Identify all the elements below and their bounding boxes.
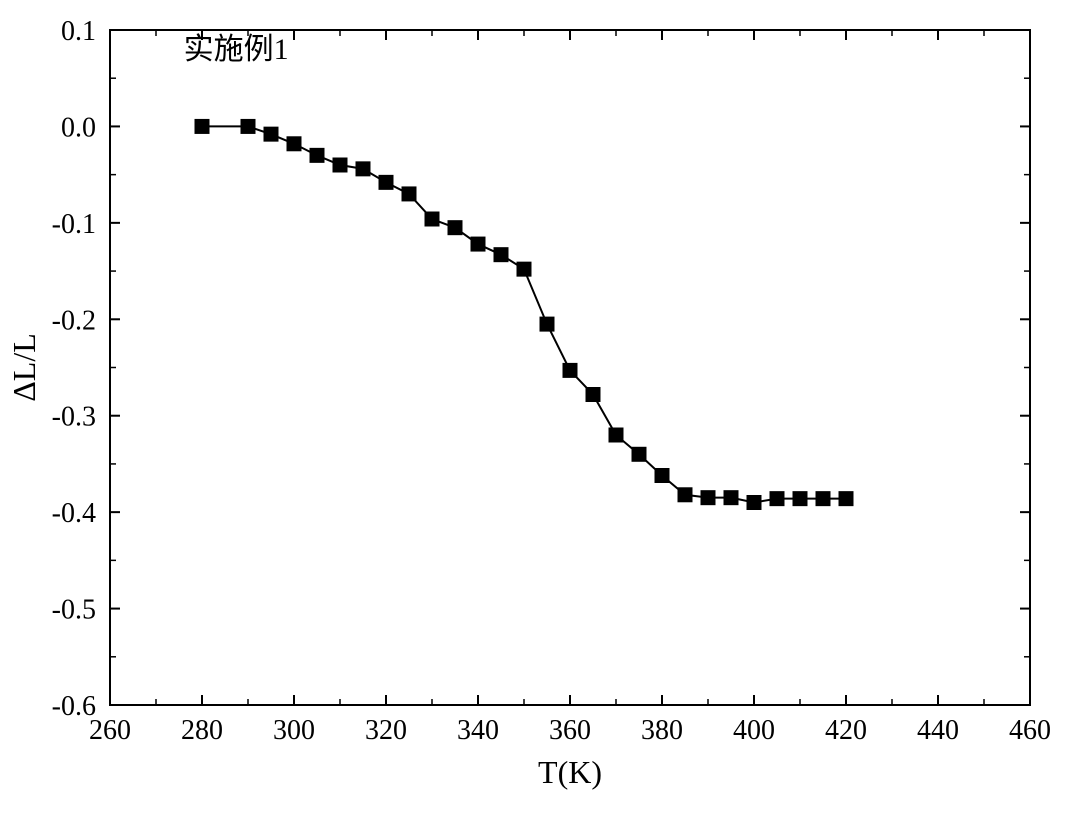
legend-label: 实施例1 xyxy=(184,33,289,66)
marker-example1 xyxy=(747,496,761,510)
marker-example1 xyxy=(448,221,462,235)
marker-example1 xyxy=(586,388,600,402)
x-tick-label: 340 xyxy=(457,715,499,746)
marker-example1 xyxy=(770,492,784,506)
marker-example1 xyxy=(839,492,853,506)
x-tick-label: 360 xyxy=(549,715,591,746)
marker-example1 xyxy=(494,248,508,262)
marker-example1 xyxy=(195,119,209,133)
y-tick-label: -0.2 xyxy=(52,305,96,336)
marker-example1 xyxy=(724,491,738,505)
marker-example1 xyxy=(563,363,577,377)
marker-example1 xyxy=(264,127,278,141)
marker-example1 xyxy=(678,488,692,502)
marker-example1 xyxy=(655,469,669,483)
x-tick-label: 320 xyxy=(365,715,407,746)
x-tick-label: 300 xyxy=(273,715,315,746)
y-tick-label: 0.0 xyxy=(61,112,96,143)
marker-example1 xyxy=(356,162,370,176)
marker-example1 xyxy=(701,491,715,505)
y-tick-label: -0.4 xyxy=(52,498,96,529)
marker-example1 xyxy=(471,237,485,251)
marker-example1 xyxy=(333,158,347,172)
marker-example1 xyxy=(632,447,646,461)
series-line-example1 xyxy=(202,126,846,502)
marker-example1 xyxy=(816,492,830,506)
x-tick-label: 400 xyxy=(733,715,775,746)
marker-example1 xyxy=(517,262,531,276)
marker-example1 xyxy=(425,212,439,226)
marker-example1 xyxy=(540,317,554,331)
x-tick-label: 380 xyxy=(641,715,683,746)
marker-example1 xyxy=(609,428,623,442)
marker-example1 xyxy=(287,137,301,151)
y-tick-label: -0.3 xyxy=(52,402,96,433)
x-tick-label: 280 xyxy=(181,715,223,746)
chart-container: 260280300320340360380400420440460-0.6-0.… xyxy=(0,0,1070,815)
marker-example1 xyxy=(793,492,807,506)
y-axis-label: ΔL/L xyxy=(6,333,42,402)
y-tick-label: -0.1 xyxy=(52,209,96,240)
marker-example1 xyxy=(402,187,416,201)
marker-example1 xyxy=(241,119,255,133)
y-tick-label: -0.6 xyxy=(52,691,96,722)
y-tick-label: 0.1 xyxy=(61,16,96,47)
x-axis-label: T(K) xyxy=(538,754,602,790)
x-tick-label: 420 xyxy=(825,715,867,746)
marker-example1 xyxy=(379,175,393,189)
chart-svg: 260280300320340360380400420440460-0.6-0.… xyxy=(0,0,1070,815)
marker-example1 xyxy=(310,148,324,162)
y-tick-label: -0.5 xyxy=(52,595,96,626)
x-tick-label: 460 xyxy=(1009,715,1051,746)
x-tick-label: 440 xyxy=(917,715,959,746)
